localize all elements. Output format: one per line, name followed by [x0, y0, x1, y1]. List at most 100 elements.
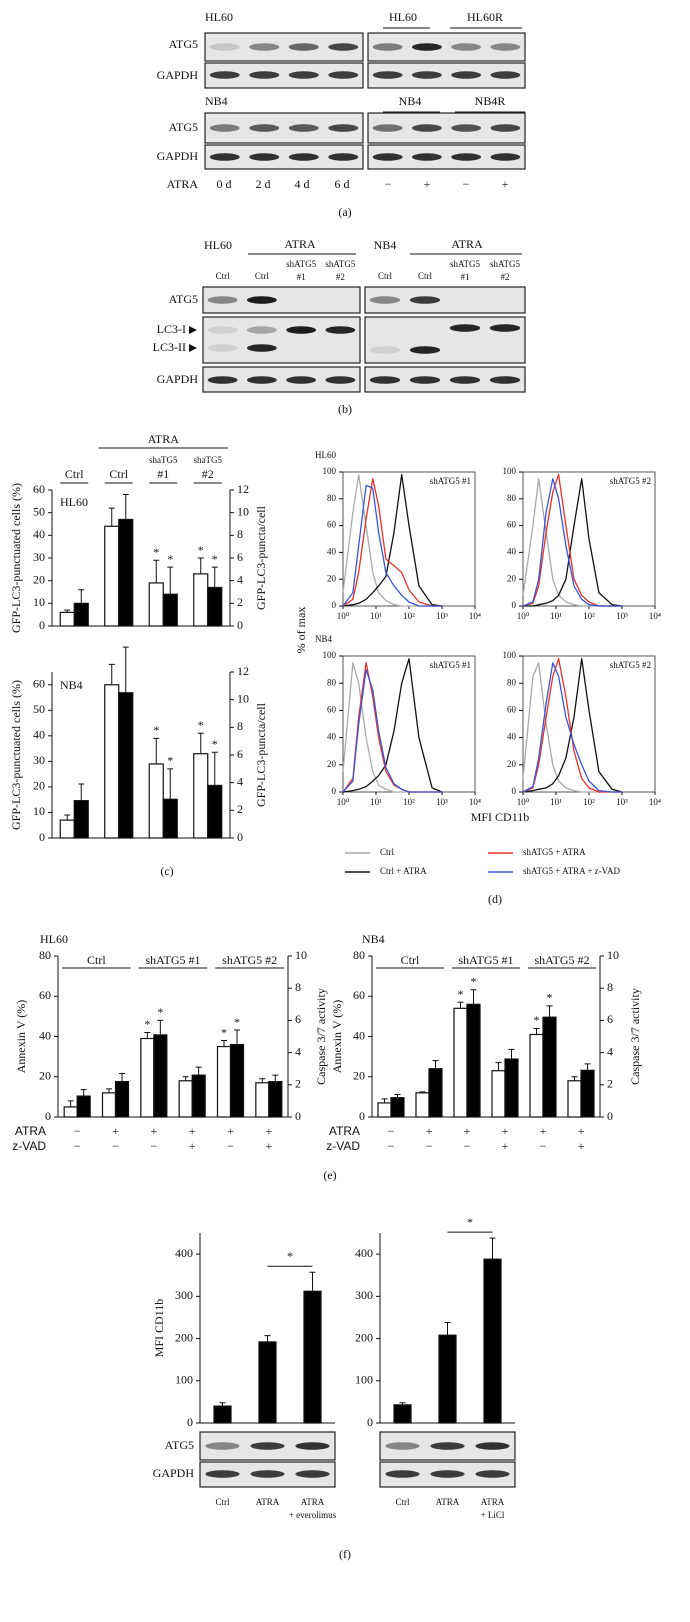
x-tick-label: #1 — [157, 467, 169, 481]
day-label: 6 d — [335, 177, 350, 191]
arrow — [189, 326, 197, 334]
day-label: 0 d — [217, 177, 232, 191]
lane-label: #2 — [501, 272, 510, 282]
bar — [63, 1106, 78, 1118]
histogram-line — [522, 474, 622, 607]
row-label: LC3-II — [153, 340, 186, 354]
y-tick-label: 2 — [607, 1077, 613, 1091]
y-tick-label: 300 — [355, 1288, 373, 1302]
x-tick-label: 10² — [583, 611, 595, 621]
y-tick-label: 40 — [39, 1028, 51, 1042]
x-tick-label: 10⁴ — [649, 797, 661, 807]
x-tick-label: ATRA — [436, 1497, 460, 1507]
x-tick-label: Ctrl — [395, 1497, 410, 1507]
error-bar — [234, 1029, 240, 1045]
condition-sign: − — [388, 1139, 395, 1153]
significance-mark: * — [471, 975, 477, 989]
caption: (d) — [488, 892, 502, 906]
bar — [207, 784, 223, 839]
blot-band — [489, 376, 521, 384]
y-tick-label: 0 — [512, 600, 517, 610]
x-tick-label: 10¹ — [370, 797, 382, 807]
y-tick-label: 2 — [237, 595, 243, 609]
bar — [118, 518, 134, 627]
y-tick-label: 100 — [323, 650, 337, 660]
bar — [453, 1007, 468, 1118]
condition-sign: + — [502, 1139, 509, 1153]
bar — [148, 763, 164, 839]
y-tick-label: 300 — [175, 1288, 193, 1302]
y-tick-label: 40 — [327, 732, 337, 742]
sign-label: − — [463, 177, 470, 191]
blot-band — [475, 1442, 510, 1450]
error-bar — [309, 1271, 316, 1292]
blot-band — [249, 153, 280, 161]
bar — [178, 1080, 193, 1118]
y-axis-label: GFP-LC3-punctuated cells (%) — [9, 483, 23, 633]
lane-label: #1 — [461, 272, 470, 282]
bar — [153, 1034, 168, 1118]
y-tick-label: 0 — [39, 618, 45, 632]
y-tick-label: 60 — [327, 704, 337, 714]
blot-band — [207, 376, 238, 384]
bar — [567, 1080, 582, 1118]
y-tick-label: 2 — [295, 1077, 301, 1091]
y-tick-label: 40 — [33, 728, 45, 742]
condition-sign: + — [464, 1124, 471, 1138]
y-tick-label: 60 — [507, 704, 517, 714]
lane-label: shATG5 — [490, 259, 521, 269]
error-bar — [78, 783, 85, 801]
row-label: GAPDH — [157, 149, 199, 163]
plot-frame — [342, 655, 476, 793]
bar — [191, 1074, 206, 1118]
blot-band — [411, 71, 442, 79]
bar — [390, 1097, 405, 1118]
x-tick-label: Ctrl — [109, 467, 128, 481]
x-axis-label: MFI CD11b — [471, 810, 530, 824]
bar — [73, 602, 89, 627]
blot-box — [364, 286, 526, 314]
blot-box — [202, 316, 361, 364]
condition-label: z-VAD — [12, 1139, 46, 1153]
blot-band — [411, 124, 442, 132]
y2-axis-label: GFP-LC3-puncta/cell — [254, 505, 268, 610]
category-prefix: shaTG5 — [194, 455, 223, 465]
y-tick-label: 20 — [33, 572, 45, 586]
arrow — [189, 344, 197, 352]
treatment-label: ATRA — [451, 237, 483, 251]
y-tick-label: 60 — [39, 988, 51, 1002]
group-label: shATG5 #1 — [458, 953, 513, 967]
significance-mark: * — [167, 754, 173, 768]
blot-band — [490, 71, 521, 79]
x-tick-label: + everolimus — [289, 1510, 337, 1520]
condition-sign: + — [540, 1124, 547, 1138]
error-bar — [444, 1322, 451, 1336]
error-bar — [211, 566, 218, 588]
y-tick-label: 2 — [237, 802, 243, 816]
x-tick-label: Ctrl — [65, 467, 84, 481]
histogram-line — [342, 478, 442, 607]
significance-mark: * — [153, 545, 159, 559]
y-tick-label: 20 — [507, 573, 517, 583]
y-tick-label: 0 — [187, 1415, 193, 1429]
lane-label: Ctrl — [378, 271, 393, 281]
x-tick-label: 10¹ — [550, 611, 562, 621]
y-tick-label: 80 — [353, 948, 365, 962]
y-tick-label: 0 — [332, 786, 337, 796]
x-tick-label: ATRA — [481, 1497, 505, 1507]
cell-line: NB4 — [374, 238, 397, 252]
y-tick-label: 30 — [33, 753, 45, 767]
error-bar — [67, 1100, 74, 1107]
blot-band — [328, 153, 359, 161]
bar — [101, 1092, 117, 1118]
error-bar — [153, 559, 160, 583]
legend-label: shATG5 + ATRA + z-VAD — [523, 866, 620, 876]
bar — [303, 1290, 322, 1424]
condition-sign: + — [150, 1124, 157, 1138]
chart-title: NB4 — [60, 678, 83, 692]
blot-band — [249, 43, 280, 51]
category-prefix: shaTG5 — [149, 455, 178, 465]
error-bar — [457, 1001, 464, 1009]
blot-band — [286, 376, 317, 384]
